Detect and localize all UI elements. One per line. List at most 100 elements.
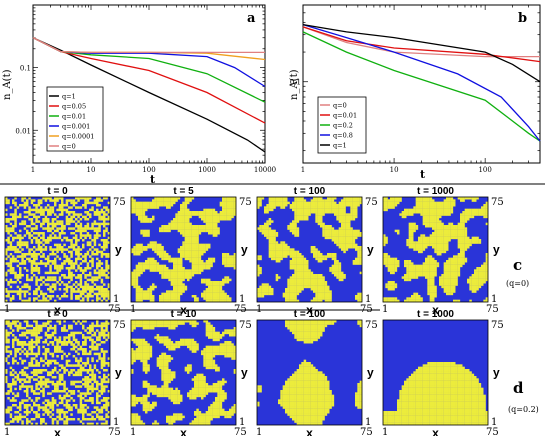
lattice-site <box>93 213 97 216</box>
lattice-site <box>107 331 111 335</box>
lattice-site <box>422 262 426 265</box>
lattice-site <box>310 278 314 282</box>
lattice-site <box>222 290 225 293</box>
lattice-site <box>72 248 76 251</box>
lattice-site <box>406 299 409 303</box>
lattice-site <box>471 197 475 200</box>
lattice-site <box>35 324 38 328</box>
lattice-site <box>282 248 286 251</box>
lattice-site <box>205 215 209 219</box>
lattice-site <box>19 371 22 374</box>
lattice-site <box>14 257 17 261</box>
lattice-site <box>313 281 316 284</box>
lattice-site <box>12 215 15 219</box>
lattice-site <box>26 257 29 261</box>
lattice-site <box>317 281 321 284</box>
lattice-site <box>19 324 22 328</box>
lattice-site <box>187 250 190 254</box>
lattice-site <box>194 271 197 275</box>
lattice-site <box>390 199 393 202</box>
lattice-site <box>313 299 316 303</box>
lattice-site <box>19 204 22 207</box>
lattice-site <box>408 246 412 249</box>
lattice-site <box>308 278 311 282</box>
lattice-site <box>450 211 454 214</box>
lattice-site <box>163 292 167 296</box>
series-lines-a <box>32 37 266 153</box>
lattice-site <box>14 320 17 323</box>
lattice-site <box>37 215 41 219</box>
lattice-site <box>89 380 92 384</box>
lattice-site <box>51 262 55 265</box>
lattice-site <box>257 201 260 205</box>
y-axis-label: y <box>241 243 248 257</box>
lattice-site <box>84 329 87 332</box>
lattice-site <box>308 271 311 275</box>
lattice-site <box>26 387 29 391</box>
lattice-site <box>16 234 20 237</box>
lattice-site <box>210 295 213 298</box>
lattice-site <box>355 260 358 263</box>
lattice-site <box>425 274 428 277</box>
lattice-site <box>177 262 181 265</box>
lattice-site <box>474 239 477 242</box>
lattice-site <box>103 385 106 388</box>
lattice-site <box>103 246 106 249</box>
lattice-site <box>142 234 146 237</box>
lattice-site <box>203 227 206 230</box>
lattice-site <box>177 267 181 270</box>
lattice-site <box>429 290 433 293</box>
lattice-site <box>408 211 412 214</box>
lattice-site <box>51 290 55 293</box>
lattice-site <box>65 295 69 298</box>
lattice-site <box>68 220 71 223</box>
lattice-site <box>224 204 227 207</box>
lattice-site <box>49 327 52 330</box>
lattice-site <box>107 362 111 365</box>
lattice-site <box>49 278 52 282</box>
lattice-site <box>135 253 139 256</box>
lattice-site <box>107 292 111 296</box>
lattice-site <box>131 248 134 251</box>
lattice-site <box>453 267 456 270</box>
lattice-site <box>173 271 176 275</box>
lattice-site <box>196 297 199 300</box>
lattice-site <box>320 215 323 219</box>
lattice-site <box>331 211 335 214</box>
lattice-site <box>147 267 150 270</box>
lattice-site <box>147 206 150 209</box>
lattice-site <box>294 267 297 270</box>
lattice-site <box>446 206 449 209</box>
lattice-site <box>343 225 346 228</box>
lattice-site <box>266 290 269 293</box>
lattice-site <box>35 336 38 339</box>
lattice-site <box>77 295 80 298</box>
lattice-site <box>194 232 197 235</box>
lattice-site <box>70 288 73 291</box>
lattice-site <box>334 206 337 209</box>
lattice-site <box>180 267 183 270</box>
lattice-site <box>100 288 104 291</box>
lattice-site <box>271 232 274 235</box>
lattice-site <box>222 208 225 212</box>
lattice-site <box>61 274 64 277</box>
lattice-site <box>194 241 197 244</box>
lattice-site <box>320 213 323 216</box>
lattice-site <box>44 262 48 265</box>
lattice-site <box>203 218 206 221</box>
lattice-site <box>33 292 36 296</box>
lattice-site <box>65 283 69 286</box>
lattice-site <box>292 292 295 296</box>
lattice-site <box>142 204 146 207</box>
lattice-site <box>63 225 66 228</box>
lattice-site <box>336 264 339 268</box>
lattice-site <box>436 211 440 214</box>
lattice-site <box>107 215 111 219</box>
lattice-site <box>439 234 442 237</box>
lattice-site <box>154 250 157 254</box>
lattice-site <box>299 285 302 289</box>
lattice-site <box>359 260 363 263</box>
lattice-site <box>189 197 192 200</box>
lattice-site <box>103 331 106 335</box>
lattice-site <box>427 218 430 221</box>
